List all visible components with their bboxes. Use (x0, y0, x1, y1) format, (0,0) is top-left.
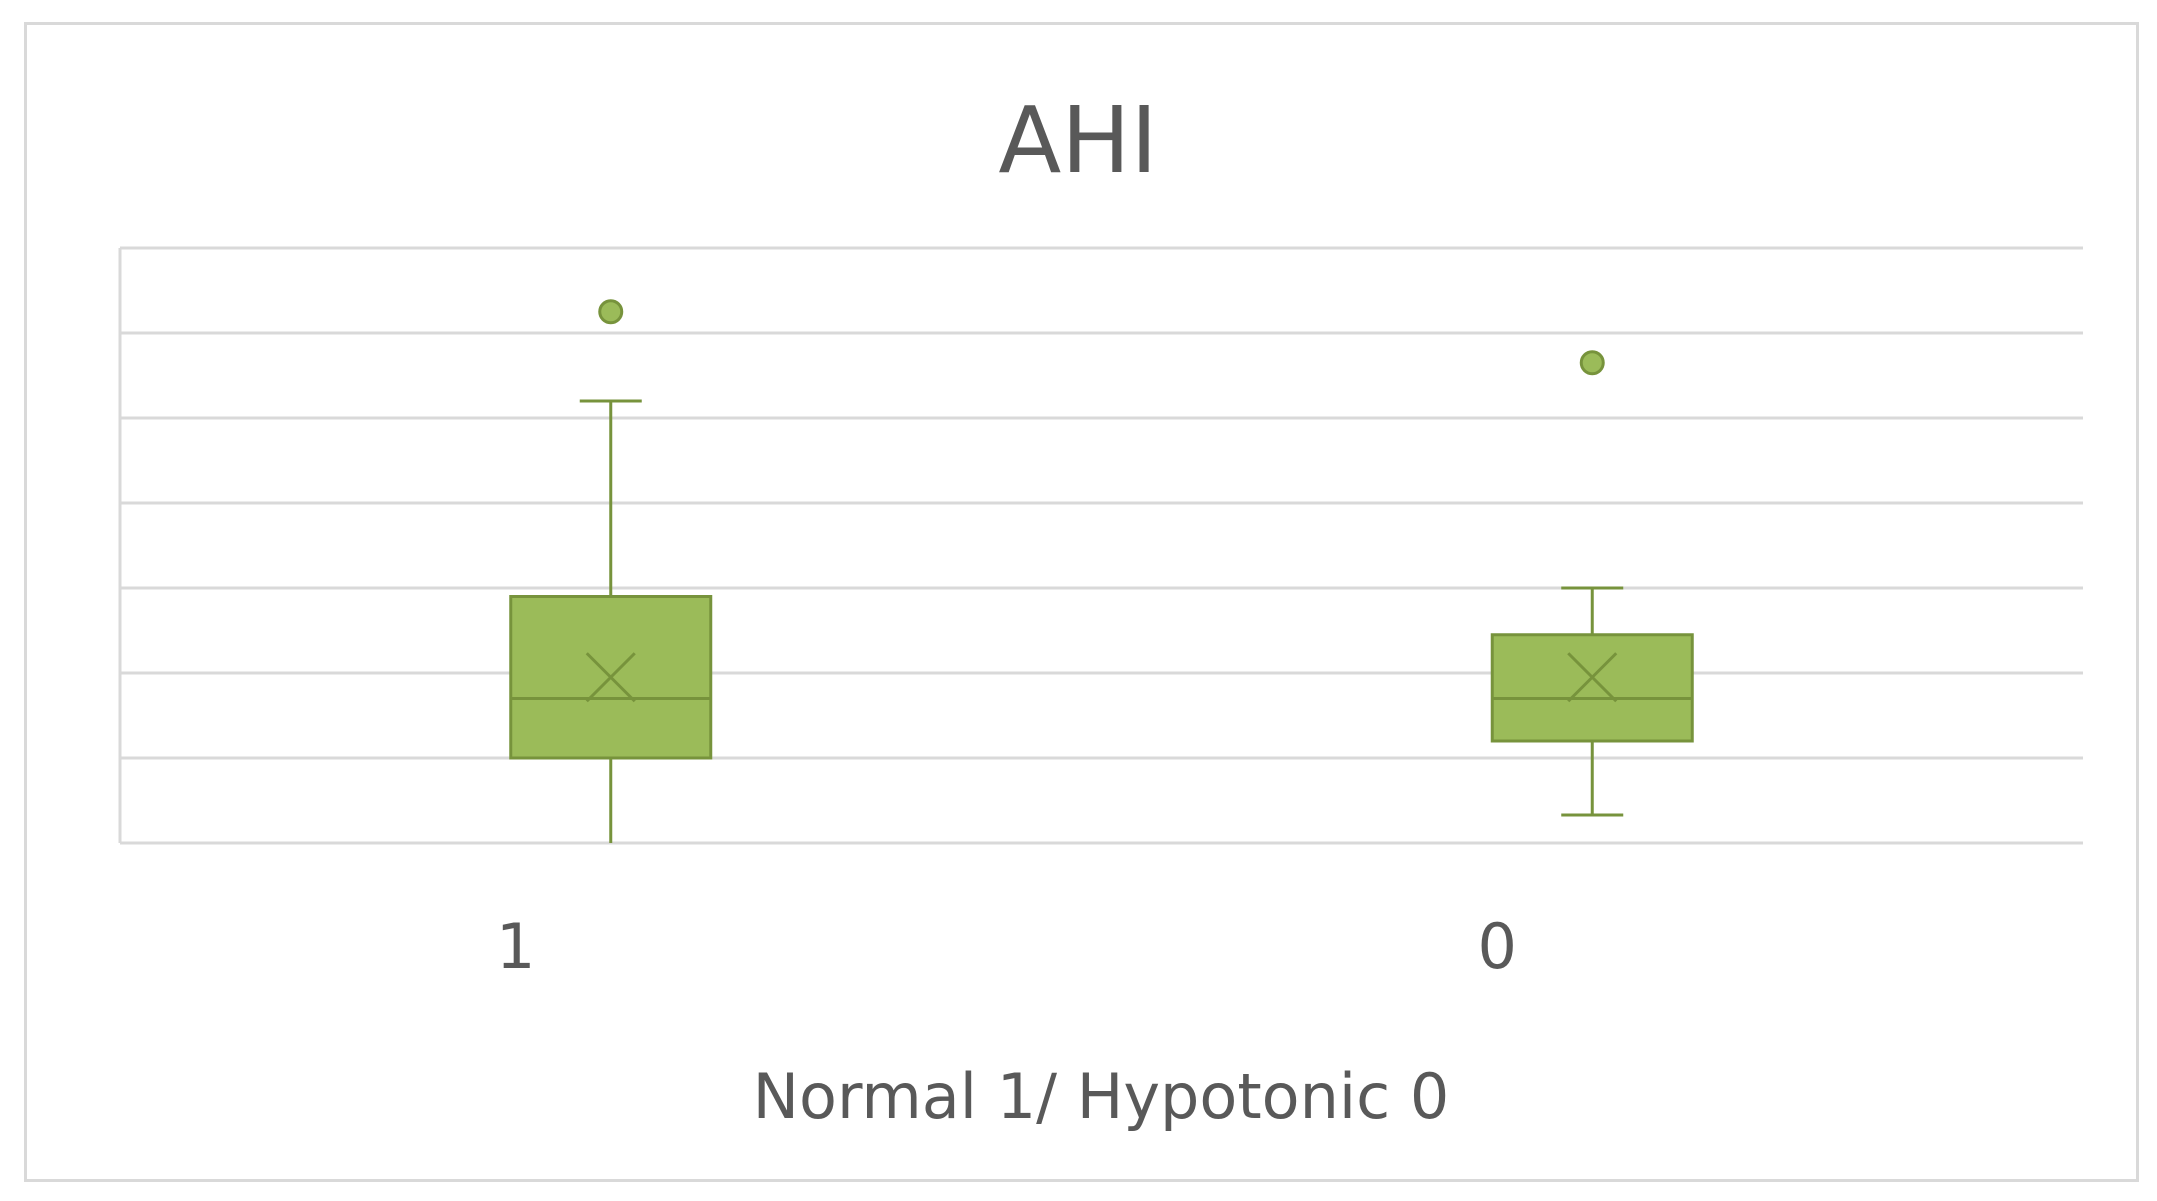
outlier-point (598, 299, 624, 325)
x-axis-title: Normal 1/ Hypotonic 0 (753, 1060, 1450, 1133)
box-series (509, 299, 1694, 843)
mean-marker (585, 652, 636, 703)
chart-title: AHI (998, 87, 1157, 194)
gridlines (118, 246, 2083, 845)
chart-frame (24, 22, 2139, 1182)
box-0 (1490, 350, 1694, 817)
x-tick-label-0: 0 (1478, 910, 1517, 983)
mean-marker (1567, 652, 1618, 703)
x-tick-label-1: 1 (496, 910, 535, 983)
iqr-box (1490, 633, 1694, 743)
outlier-point (1579, 350, 1605, 376)
box-1 (509, 299, 713, 843)
